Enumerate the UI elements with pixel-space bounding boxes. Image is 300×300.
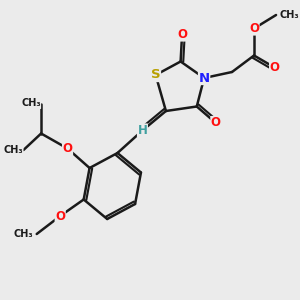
Text: CH₃: CH₃: [14, 229, 33, 239]
Text: N: N: [199, 71, 210, 85]
Text: CH₃: CH₃: [3, 145, 23, 155]
Text: S: S: [151, 68, 160, 82]
Text: O: O: [177, 28, 187, 41]
Text: CH₃: CH₃: [280, 10, 299, 20]
Text: O: O: [249, 22, 259, 35]
Text: CH₃: CH₃: [21, 98, 40, 109]
Text: O: O: [62, 142, 73, 155]
Text: H: H: [137, 124, 147, 137]
Text: O: O: [270, 61, 280, 74]
Text: O: O: [211, 116, 221, 130]
Text: O: O: [55, 209, 65, 223]
